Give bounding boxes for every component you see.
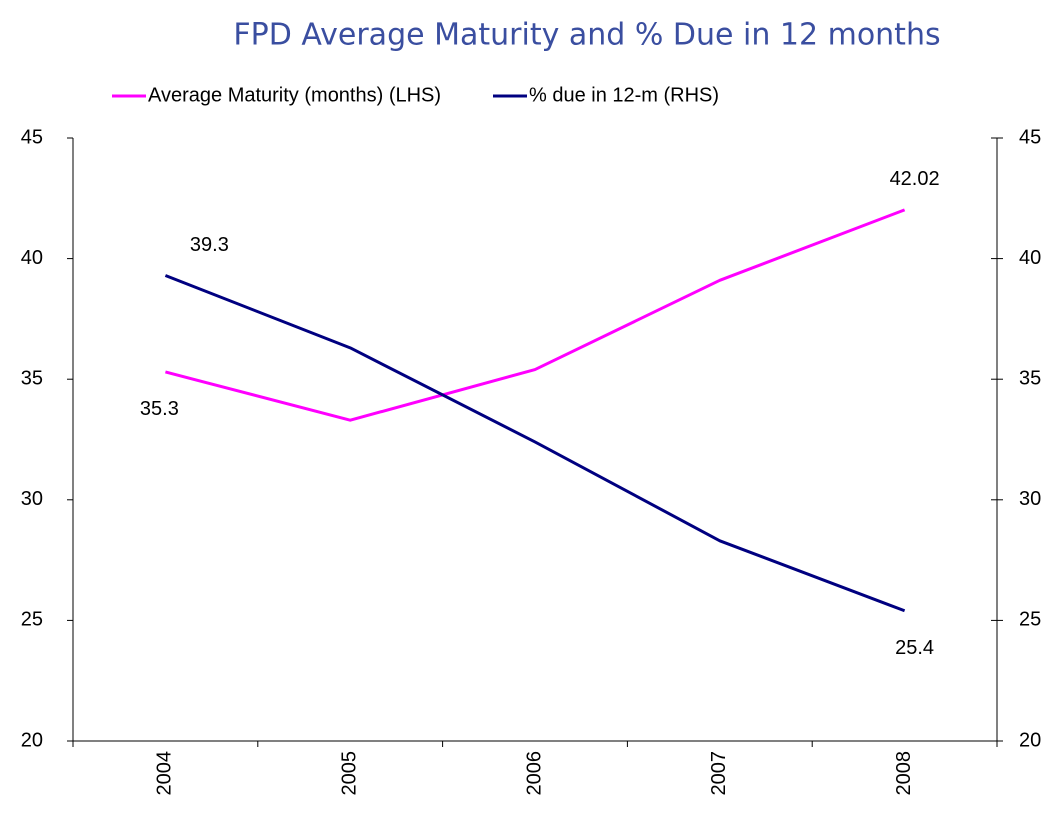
- y2-tick-label: 35: [1019, 367, 1041, 389]
- x-tick-label: 2006: [523, 751, 545, 796]
- y2-tick-label: 20: [1019, 729, 1041, 751]
- y2-tick-label: 30: [1019, 488, 1041, 510]
- x-tick-label: 2005: [338, 751, 360, 796]
- series-line: [165, 208, 906, 422]
- y2-tick-label: 45: [1019, 126, 1041, 148]
- data-label: 42.02: [890, 168, 940, 190]
- x-tick-label: 2004: [154, 751, 176, 796]
- y2-tick-label: 25: [1019, 609, 1041, 631]
- x-tick-label: 2007: [708, 751, 730, 796]
- series-line: [164, 274, 906, 613]
- legend-label: % due in 12-m (RHS): [529, 84, 719, 106]
- y2-tick-label: 40: [1019, 247, 1041, 269]
- y-tick-label: 20: [21, 729, 43, 751]
- data-label: 35.3: [140, 398, 179, 420]
- y-tick-label: 45: [21, 126, 43, 148]
- chart-title: FPD Average Maturity and % Due in 12 mon…: [233, 18, 940, 53]
- y-tick-label: 25: [21, 609, 43, 631]
- x-tick-label: 2008: [893, 751, 915, 796]
- data-label: 25.4: [895, 637, 934, 659]
- y-tick-label: 35: [21, 367, 43, 389]
- y-tick-label: 40: [21, 247, 43, 269]
- legend-label: Average Maturity (months) (LHS): [148, 84, 441, 106]
- data-label: 39.3: [190, 234, 229, 256]
- y-tick-label: 30: [21, 488, 43, 510]
